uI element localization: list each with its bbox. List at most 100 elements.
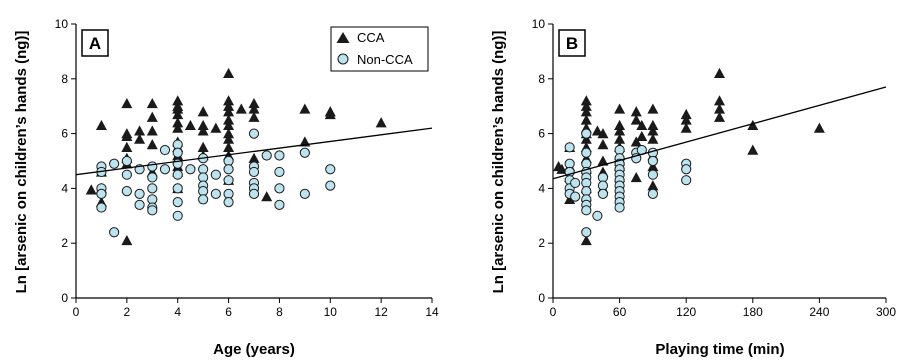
panel-a-y-tick-label: 8 xyxy=(61,72,68,86)
panel-b-non-cca-point xyxy=(647,155,659,167)
panel-a-non-cca-point xyxy=(185,164,196,175)
panel-a-cca-point xyxy=(197,119,209,131)
panel-b-y-tick-label: 6 xyxy=(538,127,545,141)
panel-a-cca-point xyxy=(299,103,311,114)
panel-b-ticks: 0 60 120 180 240 300 0 2 4 6 8 10 xyxy=(532,17,897,319)
panel-b-cca-point xyxy=(747,119,759,131)
panel-b-cca-point xyxy=(580,100,592,111)
panel-a-non-cca-point xyxy=(134,188,145,199)
panel-a-marks xyxy=(75,67,433,246)
panel-b-y-axis-label: Ln [arsenic on children’s hands (ng)] xyxy=(490,31,507,294)
legend-triangle-icon xyxy=(336,32,350,43)
panel-a-non-cca-point xyxy=(147,205,158,216)
panel-b-cca-point xyxy=(680,114,692,125)
panel-a-non-cca-point xyxy=(172,210,183,221)
panel-a-cca-point xyxy=(146,111,158,122)
panel-a-non-cca-point xyxy=(172,147,183,158)
panel-a-non-cca-point xyxy=(210,188,221,199)
panel-b-cca-point xyxy=(647,180,659,191)
panel-a-y-tick-label: 0 xyxy=(61,291,68,305)
panel-a-cca-point xyxy=(223,114,235,125)
panel-b-x-tick-label: 300 xyxy=(876,305,896,319)
panel-a-cca-point xyxy=(134,125,146,136)
panel-b-cca-point xyxy=(630,106,642,117)
panel-a-cca-point xyxy=(248,97,260,109)
panel-b-cca-point xyxy=(597,139,609,150)
panel-a-non-cca-point xyxy=(223,197,234,208)
panel-a-non-cca-point xyxy=(325,164,336,175)
panel-b-y-tick-label: 10 xyxy=(532,17,546,31)
panel-b-non-cca-point xyxy=(564,142,575,153)
panel-a-cca-point xyxy=(223,67,235,78)
panel-a-cca-point xyxy=(197,106,209,117)
panel-a-non-cca-point xyxy=(121,155,132,167)
panel-a-non-cca-point xyxy=(210,169,221,180)
panel-a-cca-point xyxy=(121,141,133,152)
panel-b-non-cca-point xyxy=(681,175,692,186)
panel-b-cca-point xyxy=(580,95,592,106)
panel-a-cca-point xyxy=(85,184,97,195)
panel-b-y-tick-label: 4 xyxy=(538,181,545,195)
panel-b-non-cca-point xyxy=(570,191,581,202)
panel-a-non-cca-point xyxy=(147,183,158,194)
panel-a-non-cca-point xyxy=(198,194,209,205)
panel-a-cca-point xyxy=(223,100,235,111)
panel-a-non-cca-point xyxy=(172,197,183,208)
panel-a-non-cca-point xyxy=(274,150,285,161)
panel-a-non-cca-point xyxy=(261,150,272,161)
panel-a-cca-point xyxy=(375,117,387,128)
panel-a-cca-point xyxy=(223,95,235,106)
panel-a-cca-point xyxy=(235,103,247,114)
panel-a-non-cca-point xyxy=(325,180,336,191)
panel-b-non-cca-point xyxy=(592,210,603,221)
panel-b-cca-point xyxy=(614,133,626,144)
panel-b-cca-point xyxy=(580,106,592,117)
panel-a-non-cca-point xyxy=(159,144,171,156)
panel-a-cca-point xyxy=(172,122,184,133)
panel-a-ticks: 0 2 4 6 8 10 12 14 0 2 4 6 8 10 xyxy=(55,17,439,319)
panel-a-non-cca-point xyxy=(147,172,158,183)
panel-b-cca-point xyxy=(614,119,626,131)
panel-b-non-cca-point xyxy=(581,227,592,238)
panel-a-cca-point xyxy=(184,119,196,131)
panel-a-non-cca-point xyxy=(121,186,132,197)
panel-a-x-tick-label: 0 xyxy=(73,305,80,319)
panel-a-cca-point xyxy=(223,119,235,131)
panel-b-axes xyxy=(552,24,886,299)
panel-a-x-axis-label: Age (years) xyxy=(213,341,295,358)
panel-b-cca-point xyxy=(647,119,659,131)
panel-b-cca-point xyxy=(680,122,692,133)
panel-b-cca-point xyxy=(630,171,642,183)
panel-b-letter-box: B xyxy=(558,29,586,57)
panel-a-non-cca-point xyxy=(274,199,285,210)
panel-b-y-tick-label: 0 xyxy=(538,291,545,305)
panel-a-non-cca-point xyxy=(147,161,158,172)
panel-a-cca-point xyxy=(223,128,235,139)
panel-b-x-tick-label: 60 xyxy=(613,305,627,319)
panel-a-non-cca-point xyxy=(159,164,171,175)
legend-non-cca-label: Non-CCA xyxy=(357,52,413,67)
panel-a-x-tick-label: 2 xyxy=(124,305,131,319)
panel-a-cca-point xyxy=(197,125,209,136)
panel-a-letter-box: A xyxy=(81,29,109,57)
panel-b-cca-point xyxy=(714,95,725,106)
panel-b-cca-point xyxy=(580,114,592,125)
panel-b-non-cca-point xyxy=(581,147,592,158)
panel-a-y-axis-label: Ln [arsenic on children’s hands (ng)] xyxy=(13,31,30,294)
panel-a-cca-point xyxy=(134,133,146,144)
panel-a-y-tick-label: 6 xyxy=(61,127,68,141)
panel-b-cca-point xyxy=(714,111,725,122)
panel-b-non-cca-point xyxy=(614,202,625,213)
panel-a-non-cca-point xyxy=(248,166,260,178)
panel-b-x-tick-label: 240 xyxy=(809,305,829,319)
panel-b-x-tick-label: 180 xyxy=(743,305,763,319)
panel-a-y-tick-label: 10 xyxy=(55,17,69,31)
panel-b-non-cca-point xyxy=(681,164,692,175)
panel-b-non-cca-point xyxy=(581,205,592,216)
panel-a-axes xyxy=(75,24,432,299)
panel-a-non-cca-point xyxy=(172,169,183,180)
panel-a-cca-point xyxy=(121,130,133,142)
panel-b-cca-point xyxy=(636,130,648,142)
panel-a-non-cca-point xyxy=(248,188,260,199)
